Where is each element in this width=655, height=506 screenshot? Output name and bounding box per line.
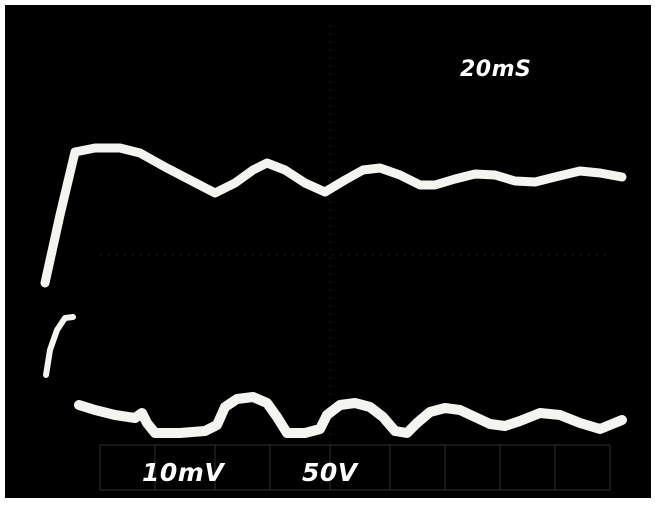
oscilloscope-graticule-and-traces [40,25,627,491]
graticule-center-ticks [100,25,610,445]
oscilloscope-screen: 20mS 10mV 50V [5,5,651,498]
graticule [99,444,611,491]
channel1-scale-label: 10mV [142,458,225,487]
lower-trace [74,392,627,438]
timebase-label: 20mS [460,57,532,82]
channel2-scale-label: 50V [302,458,358,487]
upper-trace [40,143,627,288]
lower-trace-spike [43,314,76,378]
